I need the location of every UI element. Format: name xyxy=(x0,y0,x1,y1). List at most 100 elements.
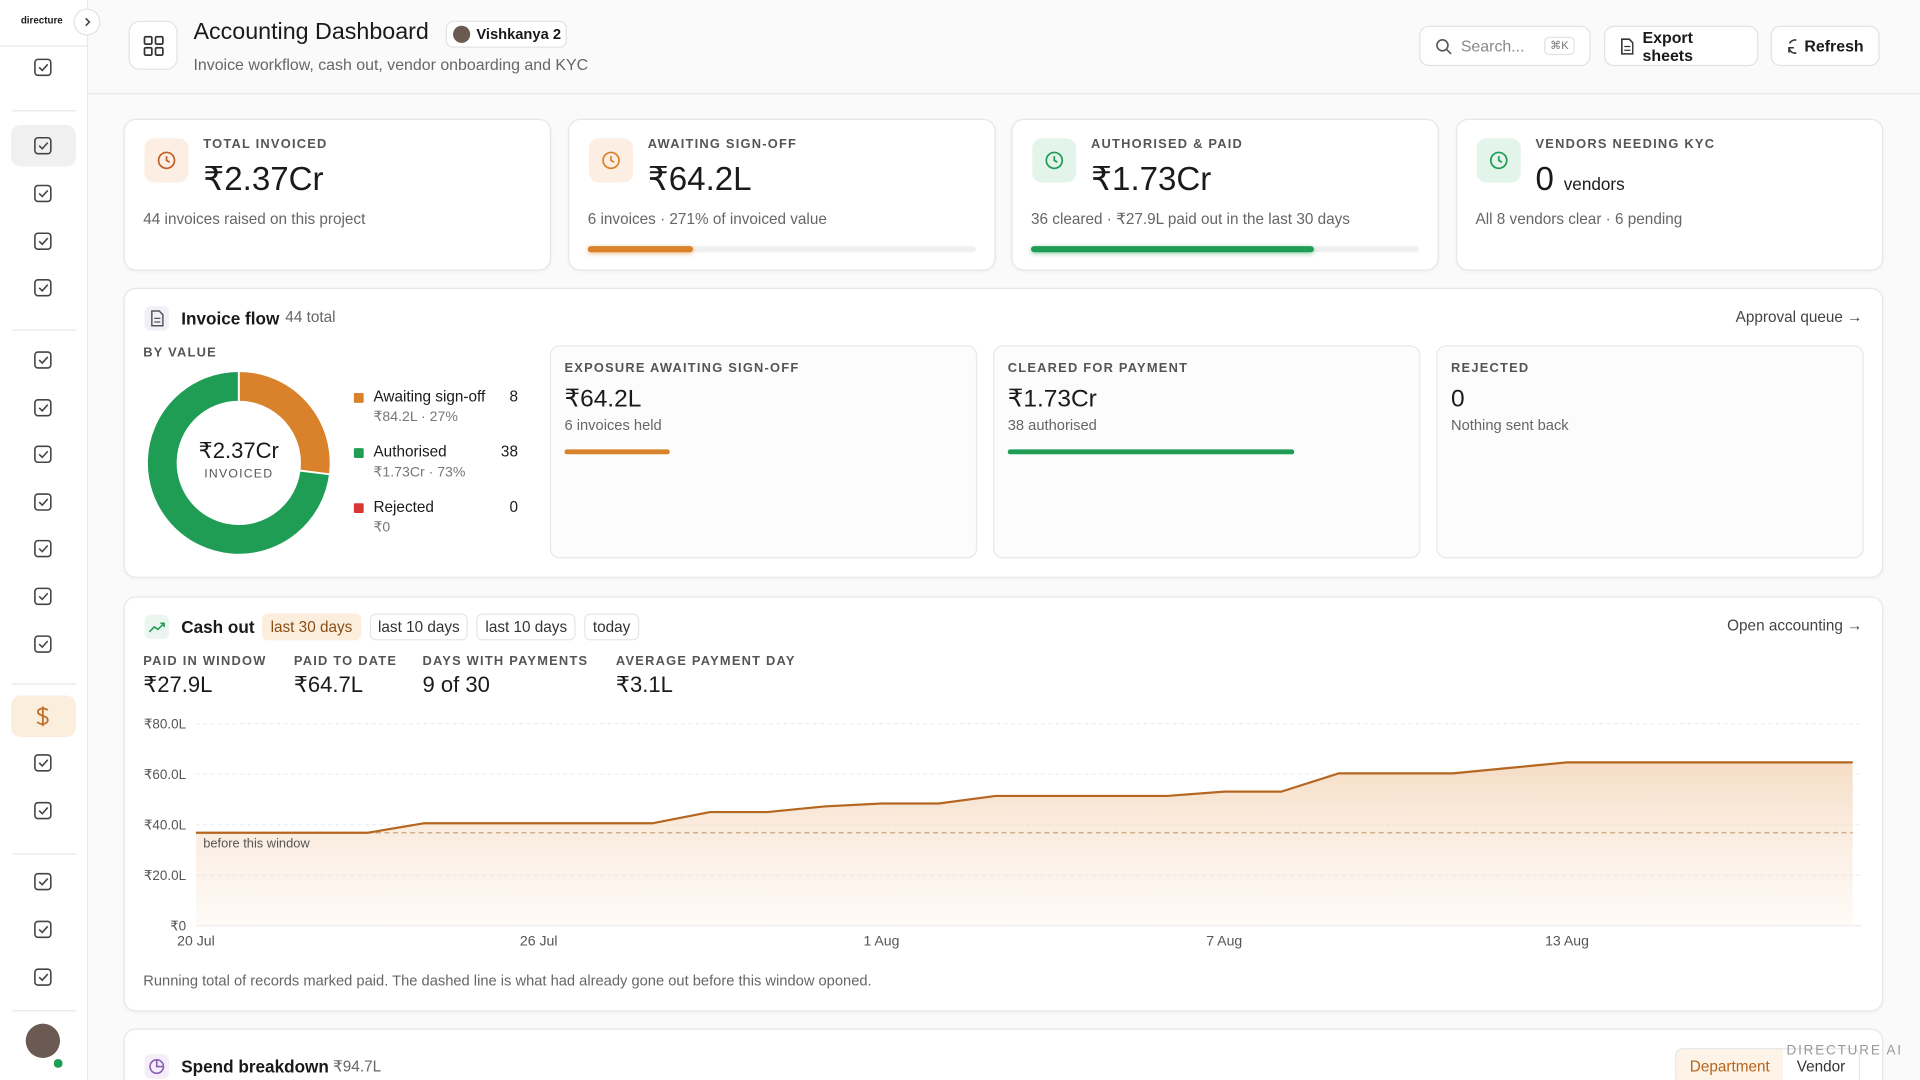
kpi-icon xyxy=(1032,138,1077,183)
approval-queue-link[interactable]: Approval queue → xyxy=(1735,308,1863,326)
nav-icon xyxy=(34,539,52,558)
nav-item[interactable] xyxy=(11,387,76,429)
stat-label: DAYS WITH PAYMENTS xyxy=(422,653,589,669)
nav-item[interactable] xyxy=(11,173,76,215)
nav-icon xyxy=(34,920,52,939)
watermark: DIRECTURE AI xyxy=(1786,1043,1903,1058)
section-label: BY VALUE xyxy=(143,345,217,360)
flow-card xyxy=(1436,345,1864,559)
nav-item[interactable] xyxy=(11,267,76,309)
legend-swatch xyxy=(353,448,364,458)
nav-item[interactable] xyxy=(11,220,76,262)
sidebar-divider xyxy=(12,329,76,331)
panel-icon xyxy=(144,1054,169,1079)
nav-item[interactable] xyxy=(11,695,76,738)
nav-item[interactable] xyxy=(11,339,76,381)
progress-fill xyxy=(1031,246,1315,253)
spend-tabs: Department Vendor xyxy=(1675,1048,1860,1080)
kpi-note: 36 cleared · ₹27.9L paid out in the last… xyxy=(1031,210,1350,228)
flow-card-value: ₹64.2L xyxy=(564,385,642,413)
legend-swatch xyxy=(353,503,364,514)
spend-total: ₹94.7L xyxy=(333,1057,382,1076)
nav-item[interactable] xyxy=(11,742,76,784)
flow-card-value: ₹1.73Cr xyxy=(1007,385,1097,413)
legend-count: 38 xyxy=(500,443,518,461)
legend-name: Awaiting sign-off xyxy=(373,388,486,406)
nav-item[interactable] xyxy=(11,861,76,903)
panel-title: Cash out xyxy=(181,617,255,637)
export-button[interactable]: Export sheets xyxy=(1604,25,1759,67)
flow-card-note: 6 invoices held xyxy=(564,416,662,434)
legend-detail: ₹84.2L · 27% xyxy=(373,410,458,425)
stat-value: 9 of 30 xyxy=(422,672,490,697)
nav-item[interactable] xyxy=(11,481,76,523)
flow-card-note: Nothing sent back xyxy=(1451,416,1569,434)
donut-center-label: INVOICED xyxy=(204,467,274,482)
panel-count: 44 total xyxy=(285,308,336,326)
stat-value: ₹3.1L xyxy=(615,672,673,697)
kpi-value-row: ₹2.37Cr xyxy=(203,159,323,199)
nav-icon xyxy=(34,754,52,772)
refresh-button[interactable]: Refresh xyxy=(1770,25,1880,67)
avatar[interactable] xyxy=(25,1023,60,1058)
search-box[interactable]: Search... ⌘K xyxy=(1419,25,1591,67)
window-filter[interactable]: today xyxy=(584,613,639,641)
user-name: Vishkanya 2 xyxy=(476,25,562,43)
panel-icon xyxy=(144,306,169,331)
nav-icon xyxy=(34,232,52,250)
flow-card-label: REJECTED xyxy=(1451,361,1530,376)
legend-name: Rejected xyxy=(373,498,434,516)
nav-icon xyxy=(34,493,52,511)
kpi-note: All 8 vendors clear · 6 pending xyxy=(1475,210,1683,228)
spend-tab[interactable]: Department xyxy=(1676,1049,1784,1080)
flow-card-label: CLEARED FOR PAYMENT xyxy=(1007,361,1189,376)
legend-count: 8 xyxy=(509,388,518,406)
kpi-value-row: ₹1.73Cr xyxy=(1091,159,1211,199)
nav-icon xyxy=(34,968,52,986)
nav-item[interactable] xyxy=(11,528,76,570)
window-filter[interactable]: last 10 days xyxy=(369,613,469,641)
nav-icon xyxy=(34,587,52,606)
window-filter[interactable]: last 30 days xyxy=(262,613,361,641)
nav-icon xyxy=(34,445,52,464)
user-chip[interactable]: Vishkanya 2 xyxy=(445,20,567,48)
flow-card-note: 38 authorised xyxy=(1007,416,1097,434)
status-dot xyxy=(52,1057,64,1069)
stat-label: PAID IN WINDOW xyxy=(143,653,267,669)
kpi-card xyxy=(1011,118,1439,271)
kpi-card xyxy=(123,118,552,271)
kpi-value: 0 xyxy=(1535,160,1554,198)
nav-item[interactable] xyxy=(11,47,76,89)
chart-caption: Running total of records marked paid. Th… xyxy=(143,972,872,990)
stat-label: AVERAGE PAYMENT DAY xyxy=(615,653,796,669)
nav-item[interactable] xyxy=(11,909,76,951)
kpi-unit: vendors xyxy=(1563,173,1625,194)
stat-value: ₹64.7L xyxy=(293,672,364,697)
sidebar-divider xyxy=(12,1010,76,1012)
nav-item[interactable] xyxy=(11,790,76,832)
nav-item[interactable] xyxy=(11,433,76,475)
legend-detail: ₹0 xyxy=(373,520,391,536)
panel-title: Spend breakdown xyxy=(181,1056,329,1077)
stat-value: ₹27.9L xyxy=(143,672,213,697)
nav-icon xyxy=(34,801,52,820)
kpi-card xyxy=(568,118,996,271)
collapse-button[interactable] xyxy=(73,8,101,36)
kpi-value: ₹1.73Cr xyxy=(1091,160,1212,198)
progress-track xyxy=(1031,246,1420,253)
window-filter[interactable]: last 10 days xyxy=(476,613,576,641)
spend-tab[interactable]: Vendor xyxy=(1796,1057,1846,1076)
open-accounting-link[interactable]: Open accounting → xyxy=(1727,617,1863,635)
nav-item[interactable] xyxy=(11,956,76,998)
nav-item[interactable] xyxy=(11,124,76,167)
nav-icon xyxy=(34,635,52,653)
progress-track xyxy=(587,246,976,253)
nav-item[interactable] xyxy=(11,576,76,618)
nav-item[interactable] xyxy=(11,623,76,665)
kpi-value-row: ₹64.2L xyxy=(648,159,752,199)
kpi-value: ₹2.37Cr xyxy=(203,160,324,198)
shortcut: ⌘K xyxy=(1544,36,1575,56)
sidebar-divider xyxy=(12,853,76,855)
kpi-icon xyxy=(1476,138,1521,183)
